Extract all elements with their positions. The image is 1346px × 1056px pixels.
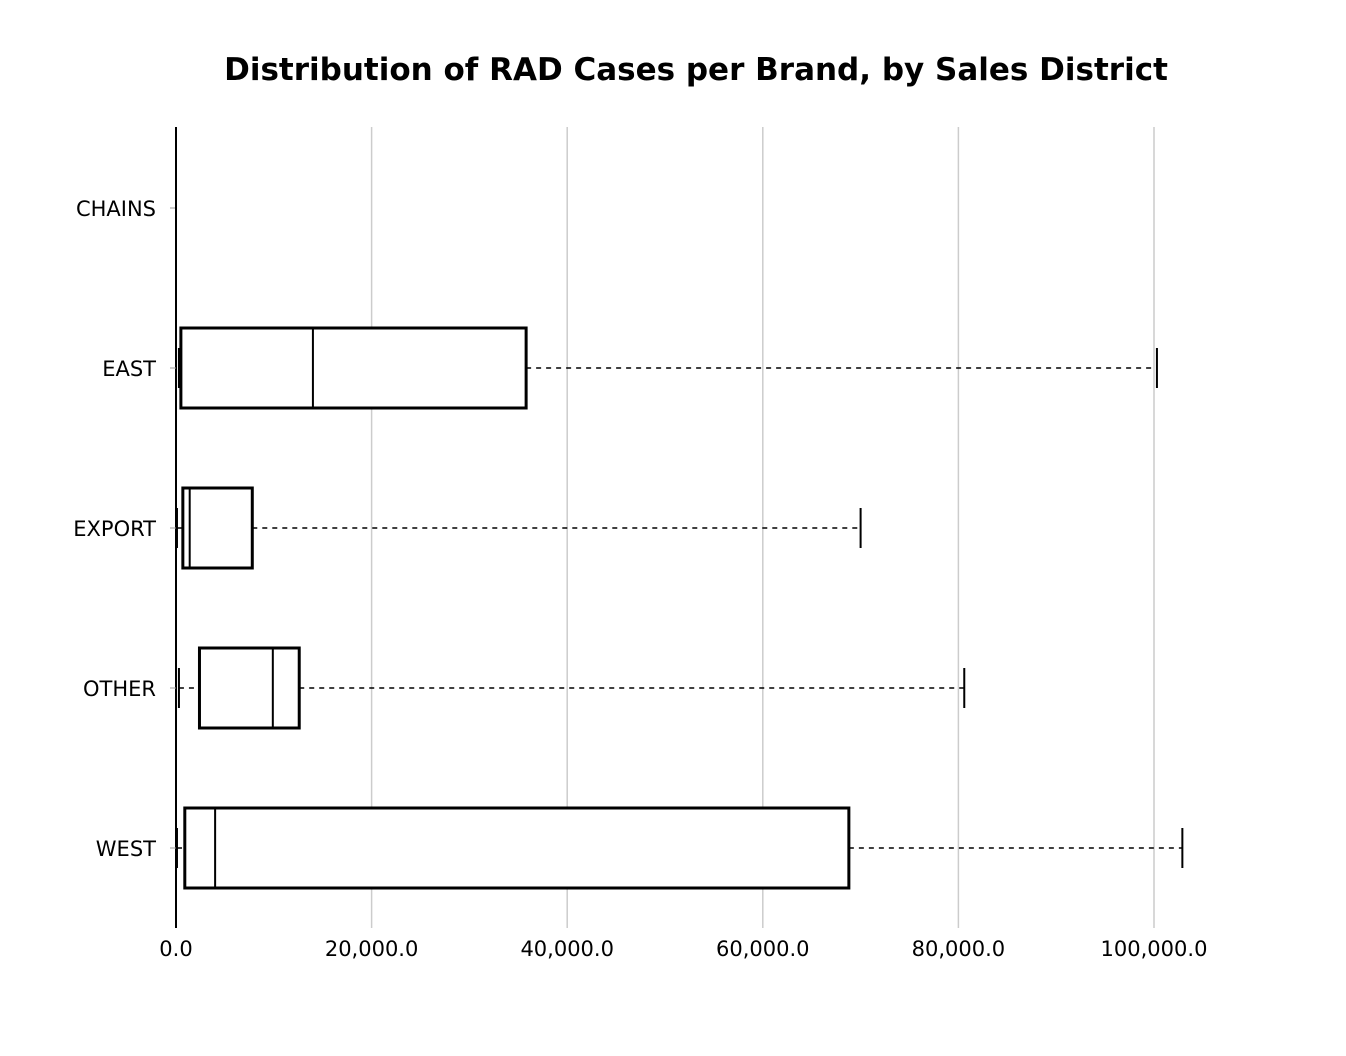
tick-labels: 0.0 20,000.0 40,000.0 60,000.0 80,000.0 100,0… bbox=[73, 197, 1207, 961]
x-tick-label: 80,000.0 bbox=[912, 937, 1006, 961]
box-east bbox=[170, 326, 1158, 410]
box-export bbox=[170, 486, 862, 570]
boxes bbox=[170, 168, 1184, 890]
x-tick-label: 100,000.0 bbox=[1101, 937, 1208, 961]
x-tick-label: 20,000.0 bbox=[325, 937, 419, 961]
y-tick-label: OTHER bbox=[83, 677, 156, 701]
x-tick-label: 40,000.0 bbox=[520, 937, 614, 961]
y-tick-label: CHAINS bbox=[76, 197, 156, 221]
x-tick-label: 0.0 bbox=[159, 937, 192, 961]
chart-title: Distribution of RAD Cases per Brand, by … bbox=[224, 52, 1168, 88]
y-tick-label: EAST bbox=[102, 357, 156, 381]
y-tick-label: EXPORT bbox=[73, 517, 156, 541]
box-west bbox=[170, 806, 1184, 890]
iqr-box bbox=[183, 806, 851, 890]
x-tick-label: 60,000.0 bbox=[716, 937, 810, 961]
box-other bbox=[170, 646, 966, 730]
y-tick-label: WEST bbox=[96, 837, 156, 861]
box-chains bbox=[170, 168, 177, 248]
iqr-box bbox=[181, 486, 254, 570]
iqr-box bbox=[179, 326, 528, 410]
iqr-box bbox=[197, 646, 301, 730]
